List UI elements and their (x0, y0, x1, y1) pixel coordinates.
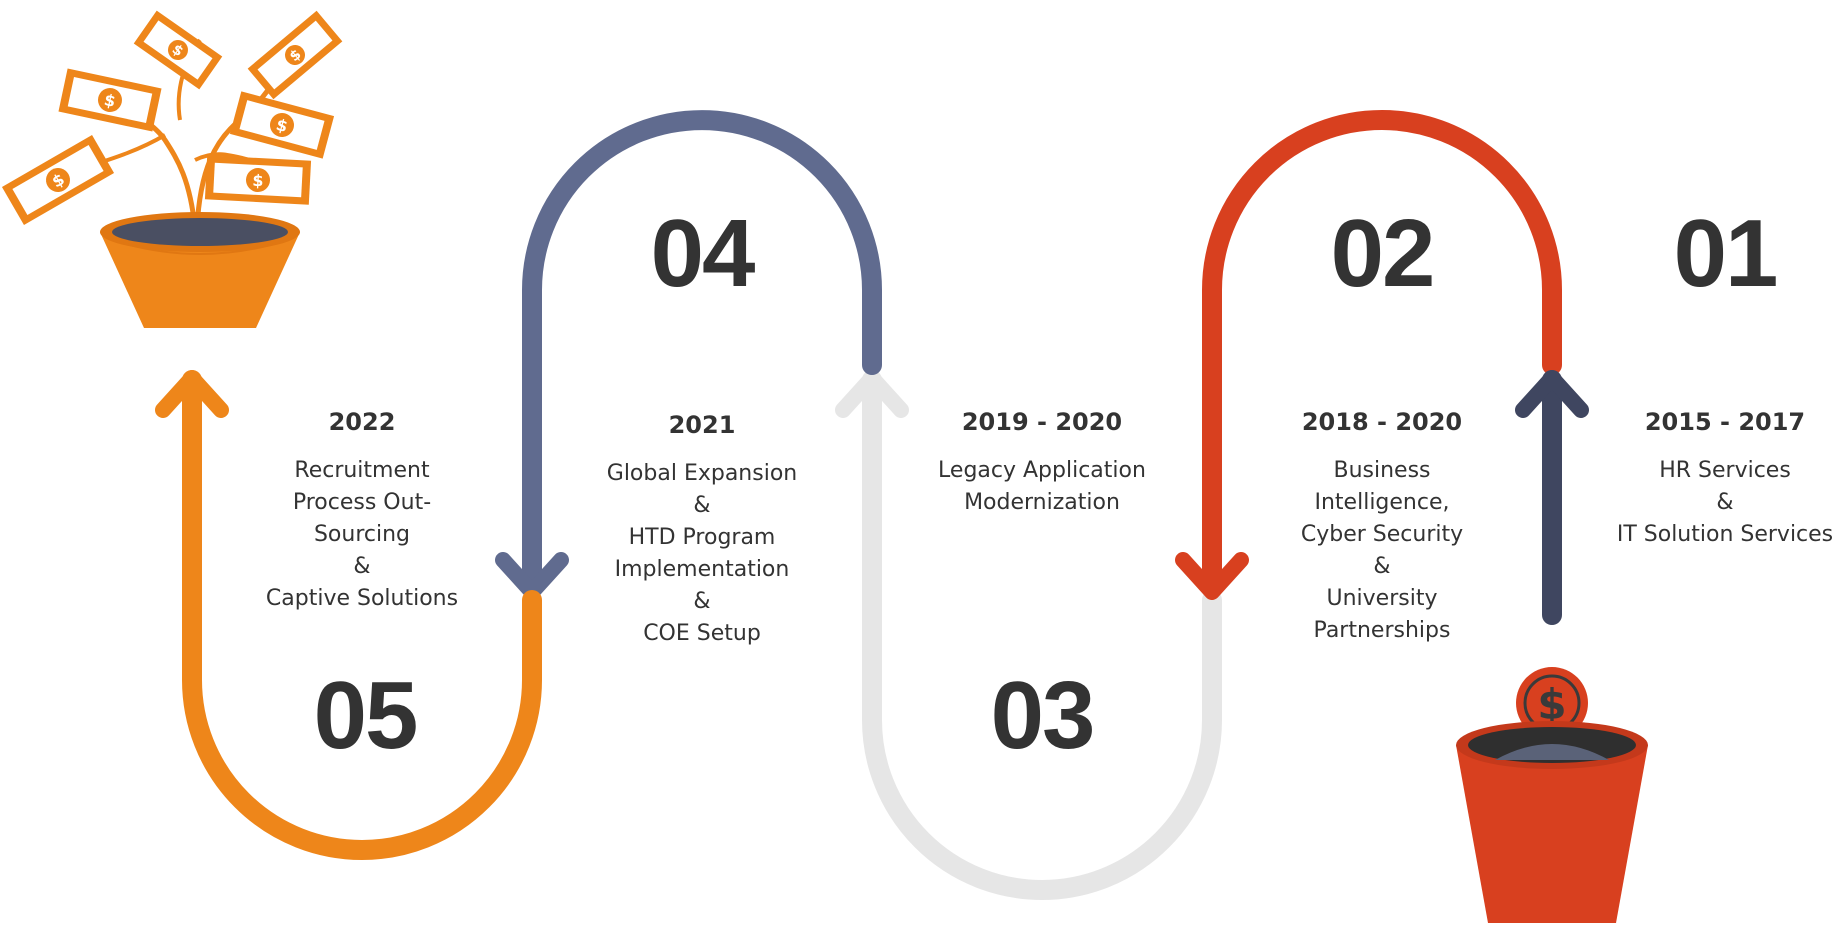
desc-line: Recruitment (294, 458, 430, 483)
arrow-down-02 (1175, 552, 1249, 600)
desc-line: Implementation (614, 557, 790, 582)
desc-line: & (353, 554, 371, 579)
step-number-01: 01 (1673, 200, 1779, 307)
dollar-coin-pot-icon: $ (1456, 667, 1648, 923)
desc-line: HR Services (1659, 458, 1791, 483)
desc-line: COE Setup (643, 621, 761, 646)
money-tree-pot-icon: $ $ $ $ $ $ (1, 10, 343, 328)
desc-line: Cyber Security (1300, 522, 1464, 547)
desc-line: Sourcing (313, 522, 411, 547)
arrow-up-03 (835, 370, 909, 418)
step-description-02: Business Intelligence, Cyber Security & … (1262, 455, 1502, 647)
desc-line: Partnerships (1313, 618, 1451, 643)
desc-line: & (693, 589, 711, 614)
desc-line: Captive Solutions (265, 586, 459, 611)
step-number-02: 02 (1330, 200, 1436, 307)
desc-line: University (1326, 586, 1438, 611)
step-years-01: 2015 - 2017 (1644, 408, 1806, 436)
step-years-04: 2021 (668, 411, 736, 439)
arrow-up-05 (155, 370, 229, 418)
step-description-01: HR Services & IT Solution Services (1605, 455, 1845, 551)
desc-line: Legacy Application (938, 458, 1146, 483)
step-description-04: Global Expansion & HTD Program Implement… (582, 458, 822, 650)
svg-text:$: $ (274, 115, 290, 136)
desc-line: Process Out- (292, 490, 432, 515)
desc-line: IT Solution Services (1616, 522, 1834, 547)
path-segment-03 (862, 370, 1222, 900)
svg-text:$: $ (102, 90, 117, 111)
path-segment-02 (1202, 110, 1562, 588)
svg-text:$: $ (1537, 680, 1566, 729)
desc-line: Intelligence, (1314, 490, 1450, 515)
desc-line: Global Expansion (606, 461, 798, 486)
arrow-up-01 (1515, 370, 1589, 418)
svg-text:$: $ (252, 171, 264, 191)
step-years-02: 2018 - 2020 (1301, 408, 1463, 436)
path-segment-04 (522, 110, 882, 588)
desc-line: & (1373, 554, 1391, 579)
desc-line: Modernization (964, 490, 1120, 515)
desc-line: HTD Program (628, 525, 776, 550)
step-number-04: 04 (650, 200, 756, 307)
desc-line: & (693, 493, 711, 518)
step-years-05: 2022 (328, 408, 396, 436)
desc-line: Business (1333, 458, 1431, 483)
desc-line: & (1716, 490, 1734, 515)
step-description-05: Recruitment Process Out- Sourcing & Capt… (242, 455, 482, 615)
step-description-03: Legacy Application Modernization (922, 455, 1162, 519)
step-number-05: 05 (313, 662, 419, 769)
step-years-03: 2019 - 2020 (961, 408, 1123, 436)
step-number-03: 03 (990, 662, 1096, 769)
path-segment-05 (182, 370, 542, 860)
